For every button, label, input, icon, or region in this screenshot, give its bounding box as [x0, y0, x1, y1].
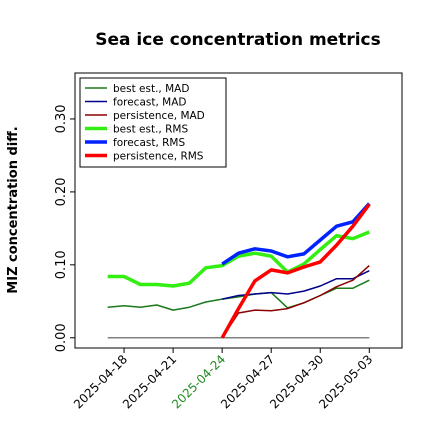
y-tick-label: 0.00 [54, 323, 69, 352]
chart-title: Sea ice concentration metrics [95, 30, 381, 50]
legend-label: best est., MAD [113, 83, 189, 95]
series-line [107, 230, 370, 288]
legend-label: forecast, MAD [113, 97, 186, 109]
legend-label: forecast, RMS [113, 137, 185, 149]
series-line [222, 270, 370, 300]
legend-label: persistence, RMS [113, 151, 204, 163]
series-line [220, 203, 371, 339]
y-tick-label: 0.10 [54, 250, 69, 279]
legend-box [79, 77, 227, 168]
legend-label: persistence, MAD [113, 110, 205, 122]
series-line [221, 202, 371, 266]
series-line [221, 265, 370, 339]
y-tick-label: 0.30 [54, 104, 69, 133]
y-axis-label: MIZ concentration diff. [6, 126, 21, 293]
legend-label: best est., RMS [113, 124, 188, 136]
y-tick-label: 0.20 [54, 177, 69, 206]
plot-frame [74, 72, 403, 349]
